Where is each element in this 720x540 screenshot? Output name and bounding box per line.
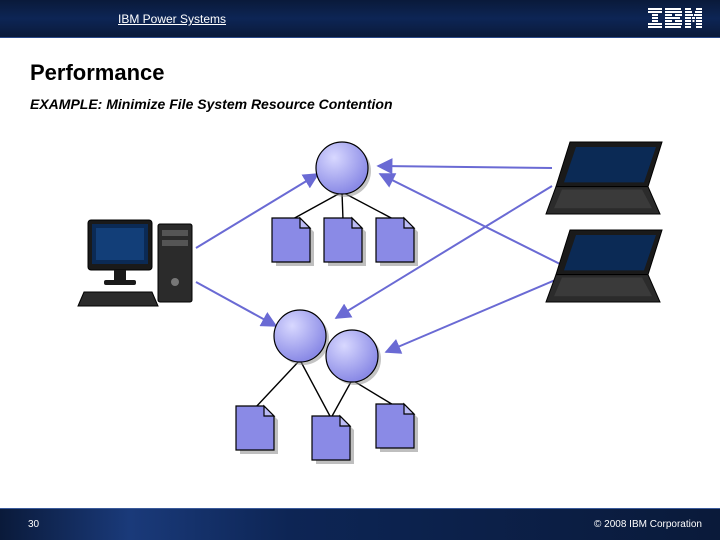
subtitle: EXAMPLE: Minimize File System Resource C… bbox=[30, 96, 393, 112]
circle-node bbox=[274, 310, 329, 365]
doc-node bbox=[376, 218, 418, 266]
header-bar: IBM Power Systems bbox=[0, 0, 720, 38]
page-number: 30 bbox=[28, 519, 39, 530]
doc-node bbox=[272, 218, 314, 266]
desktop-icon bbox=[78, 220, 192, 306]
laptop-icon bbox=[546, 142, 662, 214]
doc-node bbox=[376, 404, 418, 452]
diagram bbox=[0, 120, 720, 480]
doc-node bbox=[324, 218, 366, 266]
laptop-icon bbox=[546, 230, 662, 302]
product-line: IBM Power Systems bbox=[118, 12, 226, 26]
copyright: © 2008 IBM Corporation bbox=[594, 519, 702, 530]
page-title: Performance bbox=[30, 60, 165, 86]
footer-bar: 30 © 2008 IBM Corporation bbox=[0, 508, 720, 540]
ibm-logo bbox=[648, 8, 702, 30]
doc-node bbox=[236, 406, 278, 454]
circle-node bbox=[316, 142, 371, 197]
doc-node bbox=[312, 416, 354, 464]
circle-node bbox=[326, 330, 381, 385]
